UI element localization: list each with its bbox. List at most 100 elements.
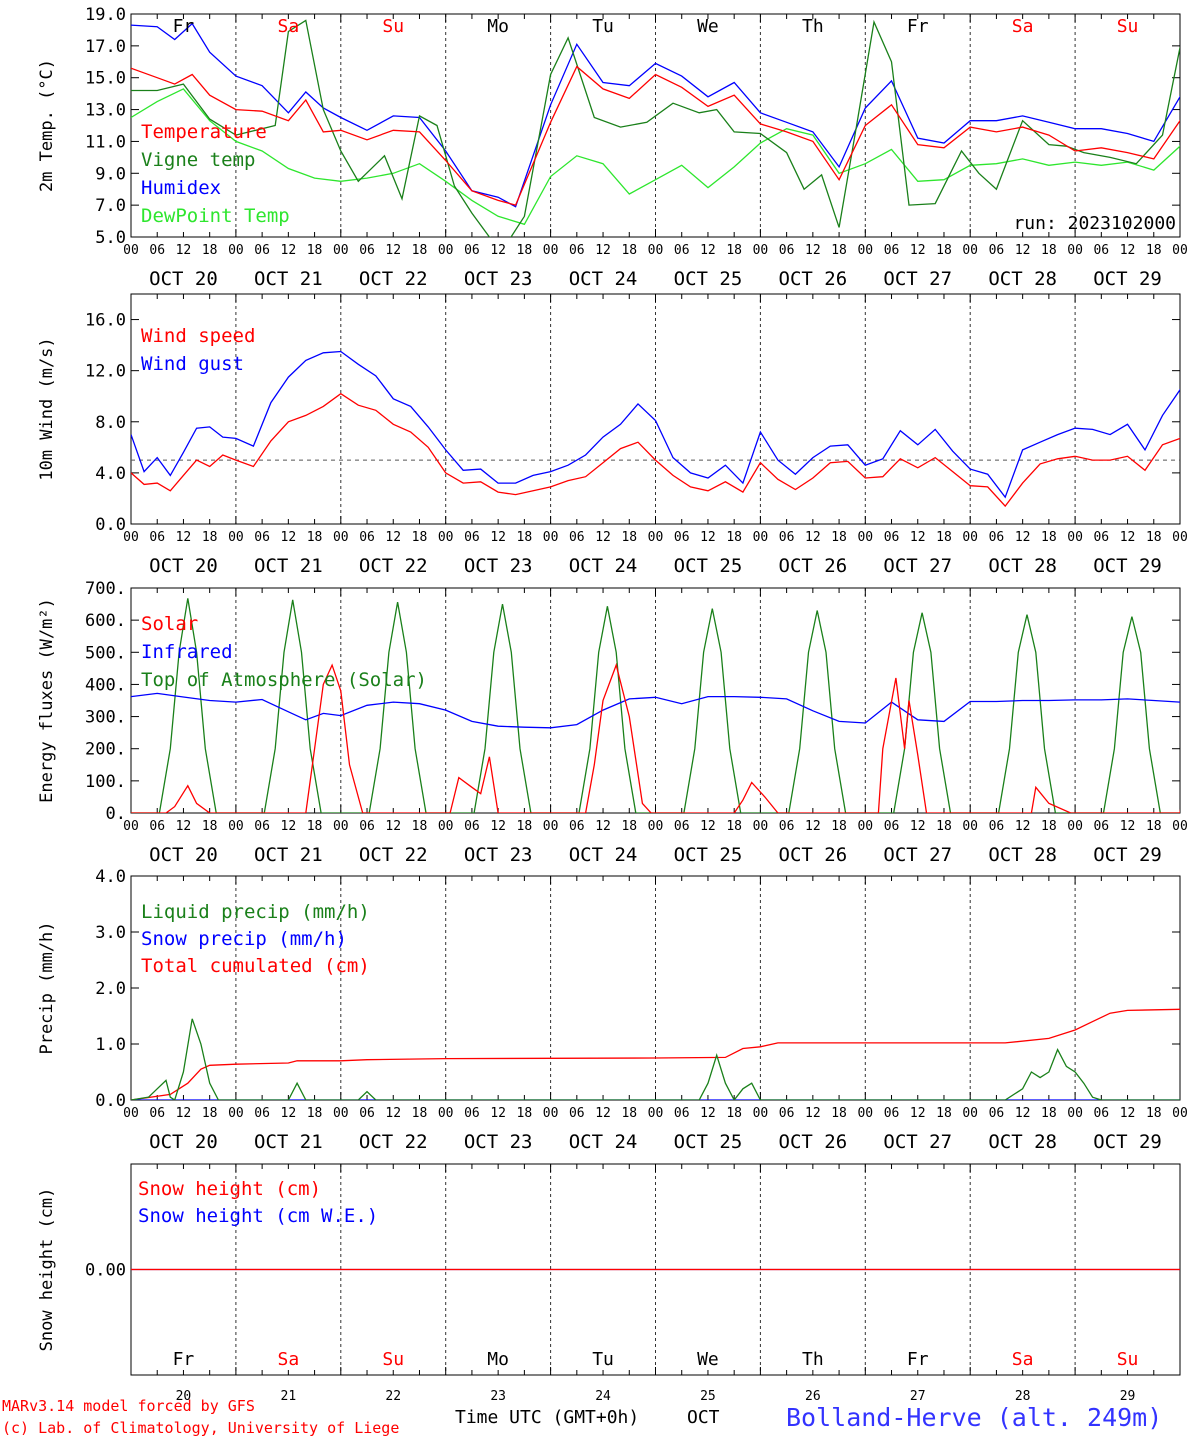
hour-label: 18 xyxy=(202,243,218,258)
hour-label: 18 xyxy=(307,819,323,834)
hour-label: 00 xyxy=(962,243,978,258)
lab-credit: (c) Lab. of Climatology, University of L… xyxy=(2,1419,399,1437)
hour-label: 00 xyxy=(543,1106,559,1121)
date-label: OCT 27 xyxy=(883,555,952,577)
series-line-wind-speed xyxy=(131,392,1180,508)
series-line-total-cumulated-cm- xyxy=(131,1008,1180,1100)
hour-label: 12 xyxy=(595,819,611,834)
y-tick-label: 500. xyxy=(85,643,126,663)
hour-label: 18 xyxy=(1146,530,1162,545)
hour-label: 00 xyxy=(648,243,664,258)
hour-label: 06 xyxy=(779,530,795,545)
date-label: OCT 20 xyxy=(149,1131,218,1153)
hour-label: 06 xyxy=(989,1106,1005,1121)
series-line-liquid-precip-mm-h- xyxy=(131,1018,1180,1100)
hour-label: 00 xyxy=(438,530,454,545)
wind-y-label: 10m Wind (m/s) xyxy=(37,337,57,480)
hour-label: 12 xyxy=(176,819,192,834)
date-label: OCT 25 xyxy=(674,555,743,577)
y-tick-label: 15.0 xyxy=(85,69,126,89)
hour-label: 06 xyxy=(1093,819,1109,834)
hour-label: 00 xyxy=(123,243,139,258)
hour-label: 06 xyxy=(464,530,480,545)
day-name: Su xyxy=(1117,16,1139,37)
hour-label: 06 xyxy=(359,530,375,545)
y-tick-label: 300. xyxy=(85,708,126,728)
series-line-infrared xyxy=(131,692,1180,729)
hour-label: 00 xyxy=(857,819,873,834)
hour-label: 06 xyxy=(884,1106,900,1121)
station-label: Bolland-Herve (alt. 249m) xyxy=(786,1403,1162,1432)
hour-label: 06 xyxy=(1093,243,1109,258)
hour-label: 00 xyxy=(1067,243,1083,258)
day-number: 27 xyxy=(910,1389,926,1404)
day-name: Su xyxy=(1117,1349,1139,1370)
hour-label: 18 xyxy=(307,243,323,258)
date-label: OCT 29 xyxy=(1093,555,1162,577)
legend-dewpoint-temp: DewPoint Temp xyxy=(141,205,290,227)
date-label: OCT 25 xyxy=(674,844,743,866)
day-name: Mo xyxy=(487,1349,509,1370)
hour-label: 06 xyxy=(254,530,270,545)
date-label: OCT 25 xyxy=(674,268,743,290)
y-tick-label: 19.0 xyxy=(85,5,126,25)
y-tick-label: 2.0 xyxy=(95,979,126,999)
y-tick-label: 0.0 xyxy=(95,515,126,535)
hour-label: 06 xyxy=(674,819,690,834)
series-line-humidex xyxy=(131,22,1180,208)
precip-y-label: Precip (mm/h) xyxy=(37,921,57,1054)
day-name: Tu xyxy=(592,1349,614,1370)
hour-label: 06 xyxy=(1093,1106,1109,1121)
date-label: OCT 28 xyxy=(988,844,1057,866)
hour-label: 00 xyxy=(228,1106,244,1121)
hour-label: 06 xyxy=(254,819,270,834)
date-label: OCT 26 xyxy=(779,1131,848,1153)
hour-label: 12 xyxy=(1015,243,1031,258)
day-name: We xyxy=(697,1349,719,1370)
hour-label: 18 xyxy=(412,819,428,834)
legend-snow-height-cm-w-e-: Snow height (cm W.E.) xyxy=(138,1205,378,1227)
y-tick-label: 700. xyxy=(85,579,126,599)
legend-snow-precip-mm-h-: Snow precip (mm/h) xyxy=(141,928,347,950)
hour-label: 00 xyxy=(123,1106,139,1121)
date-label: OCT 20 xyxy=(149,555,218,577)
hour-label: 06 xyxy=(674,530,690,545)
day-name: Fr xyxy=(173,1349,195,1370)
hour-label: 00 xyxy=(438,243,454,258)
hour-label: 12 xyxy=(281,819,297,834)
hour-label: 18 xyxy=(202,530,218,545)
date-label: OCT 21 xyxy=(254,555,323,577)
precip-panel: 0.0 1.0 2.0 3.0 4.0 Precip (mm/h) Liquid preci… xyxy=(37,867,1188,1153)
hour-label: 18 xyxy=(412,530,428,545)
hour-label: 00 xyxy=(962,530,978,545)
hour-label: 00 xyxy=(648,819,664,834)
hour-label: 18 xyxy=(831,530,847,545)
y-tick-label: 4.0 xyxy=(95,464,126,484)
hour-label: 06 xyxy=(569,1106,585,1121)
hour-label: 00 xyxy=(1067,530,1083,545)
hour-label: 18 xyxy=(621,1106,637,1121)
hour-label: 12 xyxy=(385,243,401,258)
hour-label: 18 xyxy=(831,243,847,258)
date-label: OCT 28 xyxy=(988,555,1057,577)
hour-label: 12 xyxy=(805,243,821,258)
day-name: Th xyxy=(802,16,824,37)
hour-label: 18 xyxy=(1041,1106,1057,1121)
legend-temperature: Temperature xyxy=(141,121,267,143)
hour-label: 06 xyxy=(884,243,900,258)
hour-label: 00 xyxy=(753,243,769,258)
hour-label: 00 xyxy=(123,819,139,834)
day-name: Fr xyxy=(907,1349,929,1370)
legend-vigne-temp: Vigne temp xyxy=(141,149,255,171)
day-name: Sa xyxy=(1012,16,1034,37)
date-label: OCT 27 xyxy=(883,844,952,866)
hour-label: 12 xyxy=(910,819,926,834)
date-label: OCT 25 xyxy=(674,1131,743,1153)
hour-label: 06 xyxy=(359,1106,375,1121)
hour-label: 06 xyxy=(884,530,900,545)
hour-label: 18 xyxy=(517,530,533,545)
date-label: OCT 22 xyxy=(359,1131,428,1153)
day-number: 24 xyxy=(595,1389,611,1404)
hour-label: 00 xyxy=(333,819,349,834)
y-tick-label: 0.00 xyxy=(85,1261,126,1281)
